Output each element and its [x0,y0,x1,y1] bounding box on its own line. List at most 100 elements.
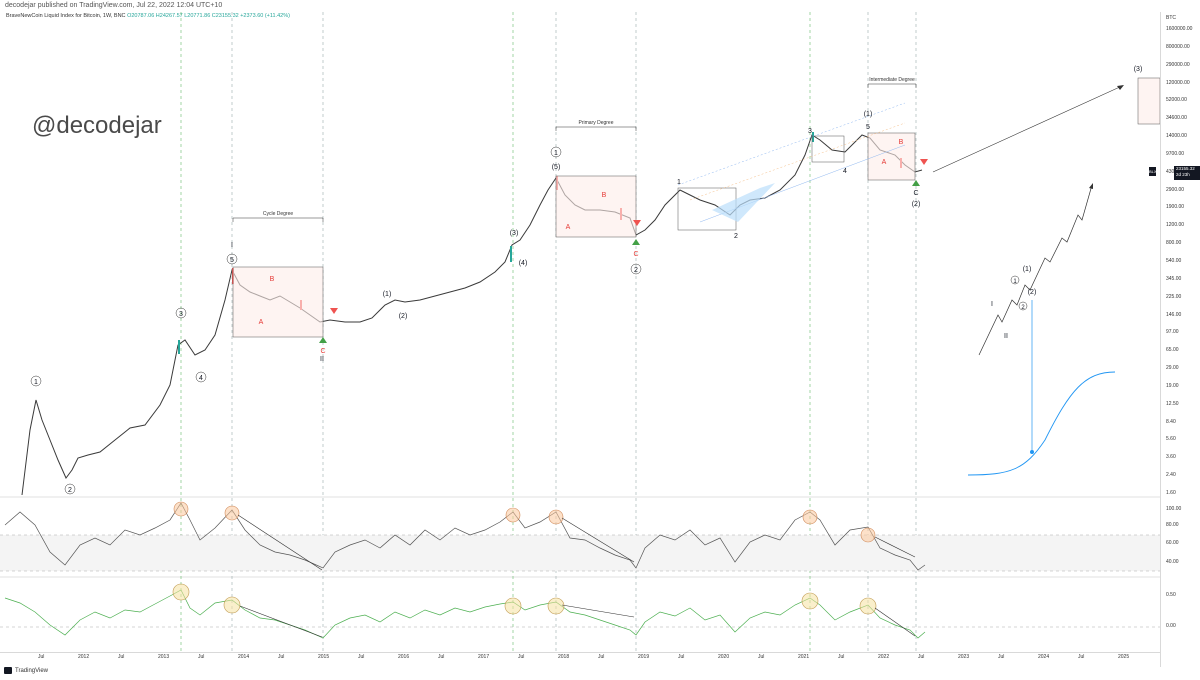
price-tick-label: 12.50 [1166,400,1179,407]
price-tick-label: 800000.00 [1166,43,1190,50]
last-price-box: 23155.32 2d 23h [1174,166,1200,180]
time-tick-label: Jul [118,654,125,660]
svg-text:II: II [320,356,324,363]
time-tick-label: Jul [918,654,925,660]
time-tick-label: 2016 [398,654,410,660]
time-tick-label: 2023 [958,654,970,660]
time-tick-label: Jul [358,654,365,660]
price-tick-label: 97.00 [1166,329,1179,336]
price-tick-label: 1600000.00 [1166,26,1193,32]
price-axis[interactable] [1160,12,1200,667]
time-tick-label: 2017 [478,654,490,660]
price-tick-label: 120000.00 [1166,79,1190,86]
time-axis[interactable] [0,652,1160,665]
svg-text:2: 2 [1021,305,1025,311]
time-tick-label: 2018 [558,654,570,660]
time-tick-label: Jul [678,654,685,660]
svg-text:(2): (2) [1028,289,1037,296]
time-tick-label: 2020 [718,654,730,660]
symbol-name: BraveNewCoin Liquid Index for Bitcoin, 1… [6,13,126,19]
price-tick-label: 29.00 [1166,365,1179,372]
price-tick-label: 290000.00 [1166,61,1190,68]
osc1-line [4,502,926,571]
time-tick-label: Jul [838,654,845,660]
svg-text:B: B [270,276,275,283]
svg-text:(1): (1) [383,291,392,298]
time-tick-label: 2015 [318,654,330,660]
svg-text:1: 1 [677,179,681,186]
cycle-degree-label: Cycle Degree [263,211,294,217]
svg-text:(2): (2) [912,201,921,208]
price-tick-label: 2900.00 [1166,186,1185,193]
svg-text:(4): (4) [519,260,528,267]
time-tick-label: Jul [598,654,605,660]
price-tick-label: 8.40 [1166,418,1176,425]
price-tick-label: 65.00 [1166,347,1179,354]
osc2-circles [172,583,877,615]
chart-legend: BraveNewCoin Liquid Index for Bitcoin, 1… [6,13,290,19]
svg-text:A: A [882,159,887,166]
chart-canvas[interactable]: Cycle Degree Primary Degree Intermediate… [0,0,1160,665]
svg-text:C: C [633,251,638,258]
osc1-tick-label: 60.00 [1166,540,1179,546]
time-tick-label: 2022 [878,654,890,660]
schematic-wave [978,184,1093,356]
osc1-tick-label: 40.00 [1166,559,1179,565]
ohlc-values: O20787.06 H24267.57 L20771.86 C23155.32 … [127,13,290,19]
osc1-tick-label: 80.00 [1166,522,1179,528]
svg-text:1: 1 [1013,279,1017,285]
wave-labels: 1 2 3 4 5 I II A B C (1) (2) (3) (4) (5)… [30,66,1143,495]
svg-text:3: 3 [179,311,183,318]
time-tick-label: Jul [278,654,285,660]
svg-text:4: 4 [843,168,847,175]
time-tick-label: 2025 [1118,654,1130,660]
osc2-tick-label: 0.00 [1166,623,1176,629]
osc1-band [0,535,1160,571]
time-tick-label: Jul [998,654,1005,660]
time-tick-label: Jul [1078,654,1085,660]
price-tick-label: 14000.00 [1166,133,1187,140]
projection-arrow [932,85,1123,173]
svg-text:(2): (2) [399,313,408,320]
bar-countdown: 2d 23h [1176,172,1190,177]
svg-text:3: 3 [808,128,812,135]
svg-text:I: I [991,301,993,308]
primary-degree-label: Primary Degree [578,120,613,126]
svg-text:2: 2 [634,267,638,274]
time-tick-label: 2019 [638,654,650,660]
author-watermark: @decodejar [32,112,162,139]
time-tick-label: 2024 [1038,654,1050,660]
svg-text:A: A [566,224,571,231]
svg-text:(1): (1) [864,111,873,118]
svg-text:II: II [1004,333,1008,340]
intermediate-correction-box [867,132,916,181]
cycle-correction-box [232,266,324,338]
brand-name: TradingView [15,667,49,674]
symbol-price-tag: BLX [1149,167,1157,176]
fib-triangle [712,183,775,222]
svg-text:A: A [259,319,264,326]
svg-text:B: B [899,139,904,146]
last-price: 23155.32 [1176,166,1195,171]
time-tick-label: Jul [198,654,205,660]
svg-text:(5): (5) [552,164,561,171]
osc2-tick-label: 0.50 [1166,592,1176,598]
primary-correction-box [555,175,637,238]
price-tick-label: 52000.00 [1166,97,1187,104]
price-line [21,134,923,496]
svg-text:(3): (3) [510,230,519,237]
svg-text:1: 1 [34,379,38,386]
price-tick-label: 3.60 [1166,454,1176,461]
svg-text:C: C [320,348,325,355]
svg-text:(1): (1) [1023,266,1032,273]
time-tick-label: 2014 [238,654,250,660]
svg-text:I: I [231,242,233,249]
publish-header: decodejar published on TradingView.com, … [5,2,223,9]
svg-text:(3): (3) [1134,66,1143,73]
price-tick-label: 19.00 [1166,382,1179,389]
price-tick-label: 1.60 [1166,490,1176,496]
price-tick-label: 800.00 [1166,240,1182,247]
price-tick-label: 345.00 [1166,275,1182,282]
osc2-line [4,589,926,639]
svg-text:5: 5 [866,124,870,131]
